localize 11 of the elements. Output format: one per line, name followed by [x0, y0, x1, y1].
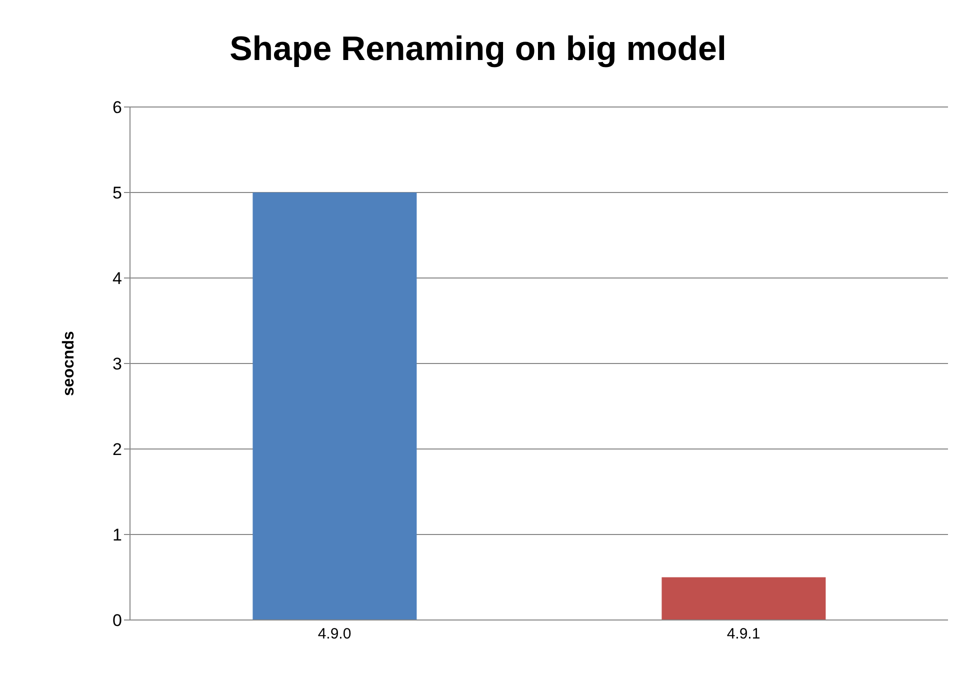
chart-title: Shape Renaming on big model	[228, 30, 728, 69]
y-tick-label: 0	[112, 611, 122, 630]
y-tick-label: 1	[112, 526, 122, 545]
y-tick-label: 2	[112, 440, 122, 460]
y-tick-label: 5	[112, 184, 122, 203]
y-tick-label: 3	[112, 354, 122, 374]
y-axis-title: seocnds	[60, 330, 78, 396]
y-tick-label: 4	[112, 269, 122, 288]
y-tick-label: 6	[112, 98, 122, 118]
x-tick-label: 4.9.1	[726, 626, 760, 643]
x-tick-label: 4.9.0	[318, 626, 352, 643]
